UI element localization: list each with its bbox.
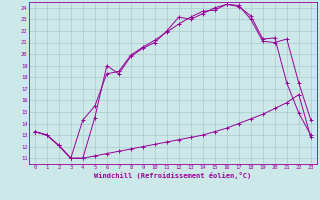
X-axis label: Windchill (Refroidissement éolien,°C): Windchill (Refroidissement éolien,°C) [94, 172, 252, 179]
